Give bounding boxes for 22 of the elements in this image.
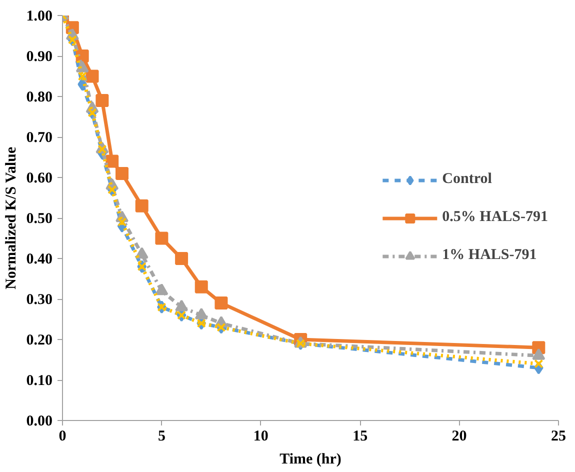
- legend-label: 0.5% HALS-791: [442, 209, 548, 226]
- y-tick-label: 1.00: [26, 8, 52, 24]
- x-tick-label: 5: [158, 428, 166, 444]
- x-tick-label: 25: [551, 428, 566, 444]
- y-tick-label: 0.00: [26, 414, 52, 430]
- y-tick-label: 0.30: [26, 292, 52, 308]
- y-tick-label: 0.80: [26, 90, 52, 106]
- legend-label: 1% HALS-791: [442, 247, 537, 264]
- y-tick-label: 0.40: [26, 252, 52, 268]
- y-tick-label: 0.90: [26, 49, 52, 65]
- y-tick-label: 0.70: [26, 130, 52, 146]
- y-tick-label: 0.10: [26, 373, 52, 389]
- y-axis-title: Normalized K/S Value: [3, 146, 20, 290]
- legend-label: Control: [442, 171, 492, 188]
- x-tick-label: 0: [58, 428, 66, 444]
- y-tick-label: 0.20: [26, 332, 52, 348]
- y-tick-label: 0.60: [26, 170, 52, 186]
- x-tick-label: 20: [452, 428, 467, 444]
- x-axis-title: Time (hr): [280, 452, 342, 468]
- x-tick-label: 15: [352, 428, 368, 444]
- y-tick-label: 0.50: [26, 211, 52, 227]
- x-tick-label: 10: [253, 428, 268, 444]
